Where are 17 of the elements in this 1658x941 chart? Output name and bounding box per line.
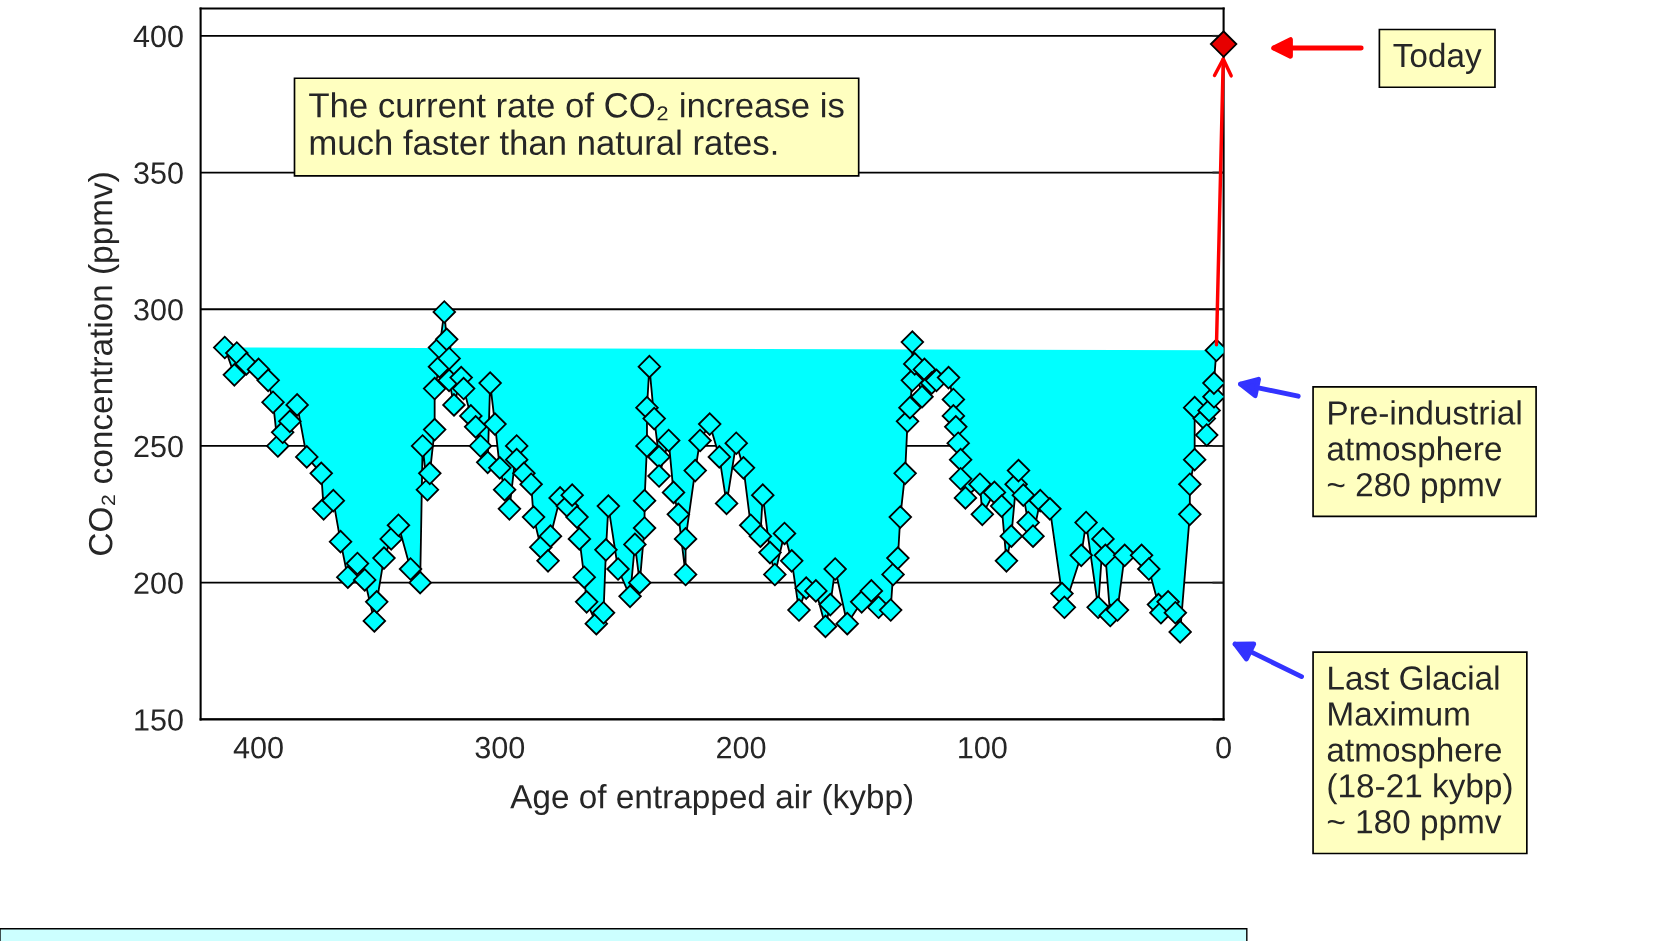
x-tick-label: 0 (1216, 736, 1231, 759)
y-tick-label: 150 (135, 709, 183, 731)
text: Last Glacial Maximum atmosphere (18-21 kybp) ~ 180 ppmv (1327, 665, 1512, 841)
text: Pre-industrial atmosphere ~ 280 ppmv (1327, 400, 1521, 504)
x-tick-label: 100 (959, 736, 1007, 759)
x-tick-label: 200 (717, 736, 766, 759)
y-tick-label: 400 (133, 25, 183, 48)
y-tick-label: 300 (134, 298, 183, 321)
annotation: The current rate of CO₂ increase is much faster than natural rates. (309, 92, 844, 156)
y-axis-title: CO₂ concentration (ppmv) (88, 173, 120, 555)
y-tick-label: 200 (134, 572, 183, 595)
x-tick-label: 300 (475, 736, 525, 759)
y-tick-label: 350 (134, 162, 183, 184)
y-tick-label: 250 (134, 435, 183, 458)
text: Today (1393, 42, 1482, 74)
x-axis-title: Age of entrapped air (kybp) (510, 783, 913, 816)
x-tick-label: 400 (233, 736, 283, 759)
